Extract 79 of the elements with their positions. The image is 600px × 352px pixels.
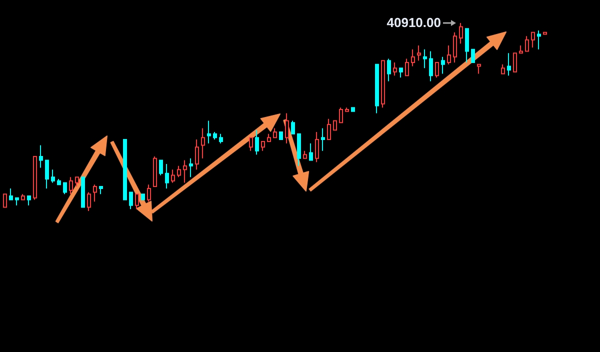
- candlestick: [135, 194, 139, 210]
- candlestick: [21, 194, 25, 200]
- candlestick: [423, 48, 427, 69]
- candlestick: [27, 195, 31, 206]
- candlestick: [405, 58, 409, 76]
- candlestick: [297, 133, 301, 166]
- candlestick: [249, 137, 253, 152]
- candlestick: [387, 58, 391, 82]
- candlestick: [399, 68, 403, 78]
- candlestick: [219, 133, 223, 144]
- candlestick: [315, 132, 319, 163]
- candlestick: [291, 120, 295, 134]
- candlestick: [33, 156, 37, 200]
- candlestick: [321, 128, 325, 152]
- candlestick: [453, 32, 457, 63]
- candlestick: [123, 139, 127, 200]
- candlestick: [177, 165, 181, 178]
- candlestick: [513, 52, 517, 72]
- candlestick: [477, 64, 481, 74]
- candlestick: [351, 107, 355, 112]
- candlestick: [261, 140, 265, 152]
- candlestick: [165, 164, 169, 189]
- candlestick: [195, 139, 199, 170]
- candlestick: [285, 112, 289, 144]
- candlestick: [417, 45, 421, 62]
- candlestick: [99, 186, 103, 195]
- candlestick: [435, 62, 439, 78]
- candlestick: [9, 188, 13, 200]
- candlestick: [57, 178, 61, 186]
- candlestick: [441, 56, 445, 74]
- candlestick: [147, 184, 151, 202]
- candlestick: [471, 48, 475, 63]
- candlestick: [501, 64, 505, 74]
- candlestick: [327, 118, 331, 140]
- candlestick: [411, 48, 415, 67]
- candlestick: [63, 182, 67, 195]
- candlestick: [375, 64, 379, 114]
- candlestick: [189, 158, 193, 178]
- candlestick: [69, 176, 73, 195]
- candlestick: [339, 107, 343, 124]
- candlestick: [39, 144, 43, 168]
- annotation: 40910.00: [386, 15, 441, 30]
- candlestick: [303, 150, 307, 159]
- candlestick: [87, 192, 91, 212]
- candlestick: [81, 176, 85, 208]
- candlestick: [201, 128, 205, 159]
- candlestick: [507, 52, 511, 76]
- candlestick: [525, 36, 529, 52]
- candlestick: [537, 30, 541, 50]
- candlestick: [171, 169, 175, 184]
- candlestick: [267, 133, 271, 142]
- candlestick: [309, 142, 313, 161]
- candlestick: [345, 107, 349, 112]
- candlestick: [279, 132, 283, 140]
- candlestick: [51, 169, 55, 184]
- candlestick: [153, 156, 157, 188]
- candlestick: [543, 32, 547, 35]
- candlestick: [273, 128, 277, 138]
- candlestick: [255, 130, 259, 156]
- candlestick: [141, 194, 145, 200]
- candlestick: [429, 50, 433, 82]
- candlestick: [75, 176, 79, 188]
- candlestick: [207, 120, 211, 144]
- candlestick: [519, 45, 523, 54]
- candlestick: [531, 32, 535, 48]
- candlestick: [45, 160, 49, 189]
- candlestick: [183, 160, 187, 184]
- candlestick: [15, 197, 19, 206]
- candlestick: [459, 22, 463, 44]
- candlestick: [3, 194, 7, 208]
- candlestick: [447, 45, 451, 65]
- candlestick: [465, 28, 469, 63]
- candlestick: [393, 62, 397, 76]
- candlestick: [159, 160, 163, 176]
- candlestick: [93, 184, 97, 202]
- candlestick: [333, 120, 337, 131]
- candlestick: [213, 132, 217, 140]
- candlestick: [381, 60, 385, 108]
- candlestick: [129, 192, 133, 210]
